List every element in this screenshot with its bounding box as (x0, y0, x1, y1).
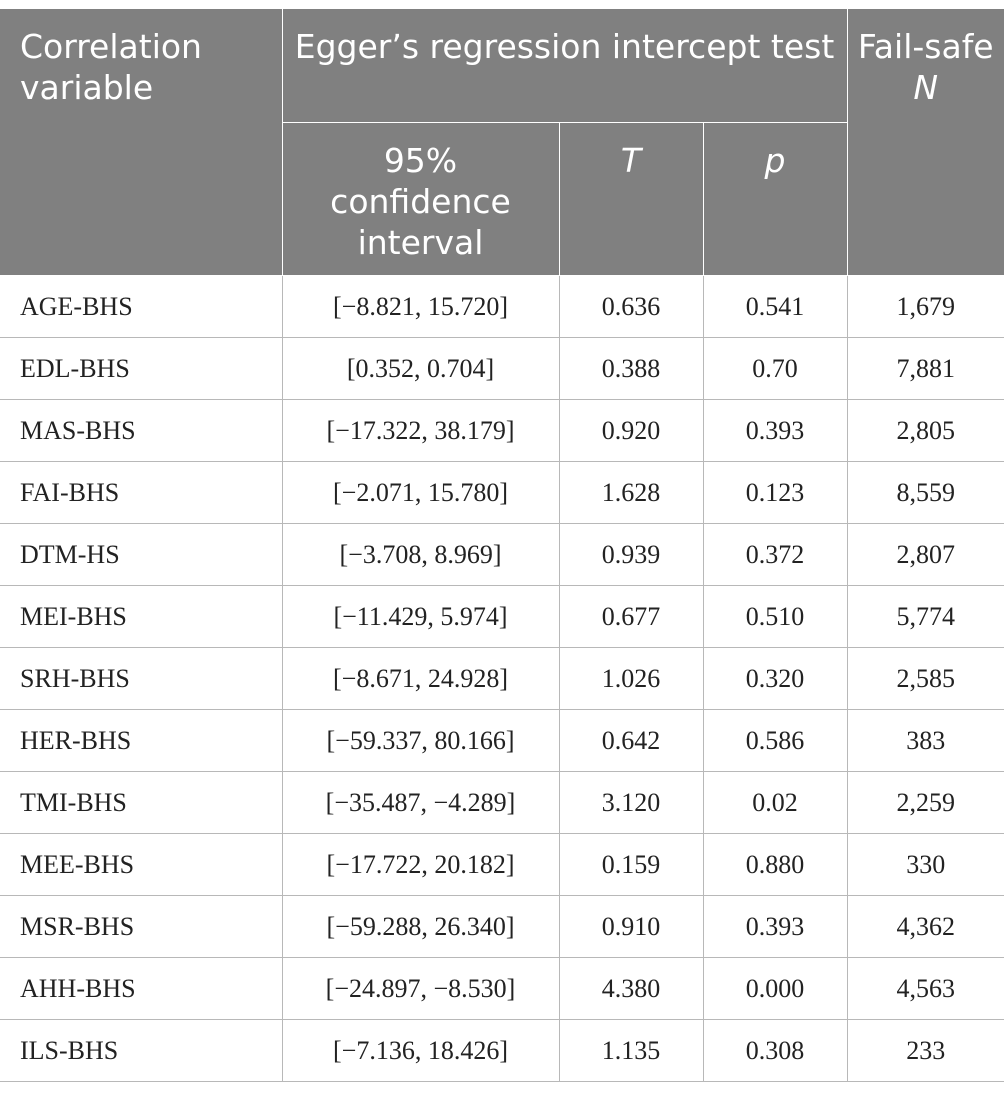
cell-failsafe-n: 2,585 (846, 647, 1004, 710)
cell-t-statistic: 0.939 (558, 523, 704, 586)
cell-p-value: 0.123 (702, 461, 848, 524)
cell-variable: SRH-BHS (0, 647, 283, 710)
cell-p-value: 0.393 (702, 399, 848, 462)
cell-confidence-interval: [−59.337, 80.166] (281, 709, 560, 772)
cell-failsafe-n: 1,679 (846, 275, 1004, 338)
cell-confidence-interval: [0.352, 0.704] (281, 337, 560, 400)
cell-t-statistic: 0.677 (558, 585, 704, 648)
table-row: DTM-HS [−3.708, 8.969] 0.939 0.372 2,807 (0, 523, 1004, 586)
header-correlation-variable: Correlation variable (0, 8, 283, 276)
cell-variable: FAI-BHS (0, 461, 283, 524)
cell-confidence-interval: [−8.671, 24.928] (281, 647, 560, 710)
cell-p-value: 0.320 (702, 647, 848, 710)
cell-confidence-interval: [−2.071, 15.780] (281, 461, 560, 524)
header-egger-test: Egger’s regression intercept test (281, 8, 848, 123)
cell-p-value: 0.000 (702, 957, 848, 1020)
cell-variable: TMI-BHS (0, 771, 283, 834)
cell-variable: DTM-HS (0, 523, 283, 586)
cell-failsafe-n: 2,807 (846, 523, 1004, 586)
header-failsafe-prefix: Fail-safe (857, 27, 994, 66)
table-row: MSR-BHS [−59.288, 26.340] 0.910 0.393 4,362 (0, 895, 1004, 958)
cell-confidence-interval: [−8.821, 15.720] (281, 275, 560, 338)
cell-p-value: 0.880 (702, 833, 848, 896)
cell-t-statistic: 0.642 (558, 709, 704, 772)
header-row-1: Correlation variable Egger’s regression … (0, 8, 1004, 276)
cell-confidence-interval: [−35.487, −4.289] (281, 771, 560, 834)
cell-variable: MEE-BHS (0, 833, 283, 896)
header-t-statistic: T (558, 122, 704, 276)
cell-t-statistic: 1.135 (558, 1019, 704, 1082)
table-header: Correlation variable Egger’s regression … (0, 8, 1004, 276)
cell-p-value: 0.393 (702, 895, 848, 958)
cell-confidence-interval: [−7.136, 18.426] (281, 1019, 560, 1082)
table-row: AHH-BHS [−24.897, −8.530] 4.380 0.000 4,563 (0, 957, 1004, 1020)
cell-failsafe-n: 383 (846, 709, 1004, 772)
cell-failsafe-n: 233 (846, 1019, 1004, 1082)
cell-confidence-interval: [−17.322, 38.179] (281, 399, 560, 462)
cell-p-value: 0.541 (702, 275, 848, 338)
cell-confidence-interval: [−11.429, 5.974] (281, 585, 560, 648)
cell-t-statistic: 1.628 (558, 461, 704, 524)
cell-failsafe-n: 8,559 (846, 461, 1004, 524)
cell-p-value: 0.70 (702, 337, 848, 400)
table-row: TMI-BHS [−35.487, −4.289] 3.120 0.02 2,259 (0, 771, 1004, 834)
table-row: MEI-BHS [−11.429, 5.974] 0.677 0.510 5,774 (0, 585, 1004, 648)
cell-failsafe-n: 4,563 (846, 957, 1004, 1020)
table-row: ILS-BHS [−7.136, 18.426] 1.135 0.308 233 (0, 1019, 1004, 1082)
header-failsafe-n: Fail-safe N (846, 8, 1004, 276)
cell-confidence-interval: [−59.288, 26.340] (281, 895, 560, 958)
cell-t-statistic: 3.120 (558, 771, 704, 834)
table-row: MEE-BHS [−17.722, 20.182] 0.159 0.880 330 (0, 833, 1004, 896)
header-failsafe-n-symbol: N (913, 67, 939, 107)
cell-variable: HER-BHS (0, 709, 283, 772)
cell-variable: EDL-BHS (0, 337, 283, 400)
cell-failsafe-n: 7,881 (846, 337, 1004, 400)
header-confidence-interval: 95% confidence interval (281, 122, 560, 276)
cell-p-value: 0.372 (702, 523, 848, 586)
cell-p-value: 0.308 (702, 1019, 848, 1082)
table-row: SRH-BHS [−8.671, 24.928] 1.026 0.320 2,585 (0, 647, 1004, 710)
header-row-2: 95% confidence interval T p (0, 122, 1004, 276)
cell-t-statistic: 0.636 (558, 275, 704, 338)
cell-t-statistic: 0.388 (558, 337, 704, 400)
cell-failsafe-n: 4,362 (846, 895, 1004, 958)
cell-failsafe-n: 330 (846, 833, 1004, 896)
cell-variable: MEI-BHS (0, 585, 283, 648)
cell-failsafe-n: 5,774 (846, 585, 1004, 648)
cell-confidence-interval: [−17.722, 20.182] (281, 833, 560, 896)
cell-t-statistic: 0.159 (558, 833, 704, 896)
header-p-value: p (702, 122, 848, 276)
cell-p-value: 0.586 (702, 709, 848, 772)
table-body: AGE-BHS [−8.821, 15.720] 0.636 0.541 1,679 ED… (0, 275, 1004, 1082)
cell-t-statistic: 4.380 (558, 957, 704, 1020)
cell-variable: MAS-BHS (0, 399, 283, 462)
cell-variable: AHH-BHS (0, 957, 283, 1020)
cell-confidence-interval: [−3.708, 8.969] (281, 523, 560, 586)
table-row: MAS-BHS [−17.322, 38.179] 0.920 0.393 2,805 (0, 399, 1004, 462)
cell-t-statistic: 1.026 (558, 647, 704, 710)
cell-variable: MSR-BHS (0, 895, 283, 958)
cell-variable: AGE-BHS (0, 275, 283, 338)
cell-confidence-interval: [−24.897, −8.530] (281, 957, 560, 1020)
table-row: EDL-BHS [0.352, 0.704] 0.388 0.70 7,881 (0, 337, 1004, 400)
cell-t-statistic: 0.910 (558, 895, 704, 958)
egger-test-table: Correlation variable Egger’s regression … (0, 8, 1004, 1082)
table-row: HER-BHS [−59.337, 80.166] 0.642 0.586 383 (0, 709, 1004, 772)
cell-t-statistic: 0.920 (558, 399, 704, 462)
table-row: FAI-BHS [−2.071, 15.780] 1.628 0.123 8,559 (0, 461, 1004, 524)
cell-p-value: 0.02 (702, 771, 848, 834)
cell-failsafe-n: 2,259 (846, 771, 1004, 834)
table-row: AGE-BHS [−8.821, 15.720] 0.636 0.541 1,679 (0, 275, 1004, 338)
cell-p-value: 0.510 (702, 585, 848, 648)
cell-failsafe-n: 2,805 (846, 399, 1004, 462)
cell-variable: ILS-BHS (0, 1019, 283, 1082)
